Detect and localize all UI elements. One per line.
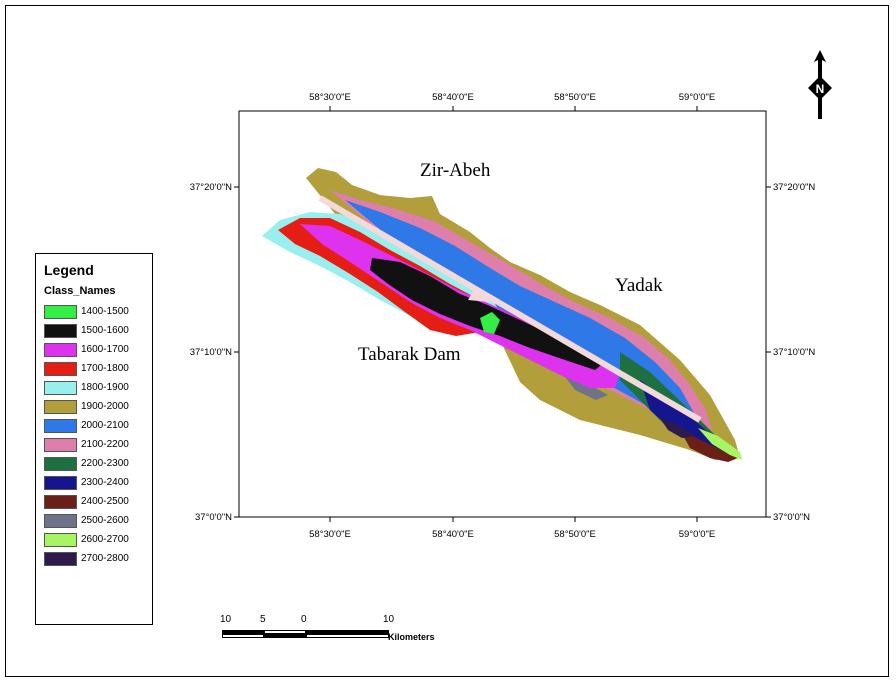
legend-item: 2600-2700	[44, 530, 152, 549]
legend-swatch	[44, 304, 77, 319]
legend-item: 2200-2300	[44, 454, 152, 473]
legend-item: 2400-2500	[44, 492, 152, 511]
legend-item: 1800-1900	[44, 378, 152, 397]
legend-swatch	[44, 380, 77, 395]
place-label-zir-abeh: Zir-Abeh	[420, 160, 491, 181]
legend-item: 1500-1600	[44, 321, 152, 340]
legend-label: 2700-2800	[81, 553, 129, 564]
legend-swatch	[44, 418, 77, 433]
lon-label-bottom: 59°0'0"E	[679, 529, 715, 540]
scale-segment	[306, 634, 389, 638]
lon-label-top: 58°30'0"E	[309, 92, 351, 103]
legend-swatch	[44, 399, 77, 414]
lat-label-left: 37°10'0"N	[190, 347, 232, 358]
zone-1500-1600	[370, 258, 605, 370]
legend-swatch	[44, 532, 77, 547]
legend-item: 2300-2400	[44, 473, 152, 492]
zone-2400-2500	[680, 430, 738, 462]
legend-label: 1600-1700	[81, 344, 129, 355]
legend-swatch	[44, 437, 77, 452]
legend-swatch	[44, 513, 77, 528]
zone-2600-2700	[698, 428, 742, 460]
legend-swatch	[44, 361, 77, 376]
legend-title: Legend	[44, 262, 94, 278]
lon-label-top: 58°50'0"E	[554, 92, 596, 103]
legend-label: 2300-2400	[81, 477, 129, 488]
legend-subtitle: Class_Names	[44, 285, 116, 297]
legend-item: 1400-1500	[44, 302, 152, 321]
legend-box: Legend Class_Names 1400-1500 1500-1600 160…	[35, 253, 153, 625]
legend-label: 2000-2100	[81, 420, 129, 431]
legend-swatch	[44, 551, 77, 566]
flow-arrow-head	[468, 288, 490, 302]
lat-label-left: 37°0'0"N	[195, 512, 232, 523]
legend-item: 2100-2200	[44, 435, 152, 454]
legend-item: 1600-1700	[44, 340, 152, 359]
legend-label: 2600-2700	[81, 534, 129, 545]
scale-bar: 10 5 0 10 Kilometers	[220, 614, 460, 646]
scale-label: 10	[220, 614, 232, 625]
legend-item: 2000-2100	[44, 416, 152, 435]
legend-label: 1400-1500	[81, 306, 129, 317]
place-label-tabarak-dam: Tabarak Dam	[358, 344, 461, 365]
north-arrow-icon: N	[808, 50, 832, 119]
legend-item: 1900-2000	[44, 397, 152, 416]
scale-unit: Kilometers	[388, 632, 435, 642]
flow-arrow-line	[318, 195, 702, 423]
lon-label-top: 58°40'0"E	[432, 92, 474, 103]
lat-label-left: 37°20'0"N	[190, 182, 232, 193]
place-label-yadak: Yadak	[615, 275, 663, 296]
legend-label: 2200-2300	[81, 458, 129, 469]
legend-swatch	[44, 323, 77, 338]
graticule-ticks	[234, 106, 771, 522]
lat-label-right: 37°0'0"N	[773, 512, 810, 523]
legend-label: 2500-2600	[81, 515, 129, 526]
scale-label: 10	[383, 614, 395, 625]
scale-segment	[222, 634, 264, 638]
lat-label-right: 37°20'0"N	[773, 182, 815, 193]
legend-label: 1500-1600	[81, 325, 129, 336]
legend-label: 1900-2000	[81, 401, 129, 412]
legend-label: 2100-2200	[81, 439, 129, 450]
scale-segment	[222, 630, 264, 634]
north-letter: N	[816, 82, 825, 96]
lon-label-bottom: 58°30'0"E	[309, 529, 351, 540]
zone-1400-1500	[480, 312, 500, 334]
flow-arrow	[318, 195, 702, 423]
legend-label: 1800-1900	[81, 382, 129, 393]
legend-item: 2500-2600	[44, 511, 152, 530]
zone-2700-2800	[660, 418, 695, 438]
legend-swatch	[44, 342, 77, 357]
lon-label-bottom: 58°50'0"E	[554, 529, 596, 540]
scale-segment	[264, 630, 306, 634]
legend-swatch	[44, 456, 77, 471]
scale-label: 0	[301, 614, 307, 625]
legend-swatch	[44, 475, 77, 490]
legend-label: 1700-1800	[81, 363, 129, 374]
scale-label: 5	[260, 614, 266, 625]
lat-label-right: 37°10'0"N	[773, 347, 815, 358]
scale-segment	[306, 630, 389, 634]
scale-segment	[264, 634, 306, 638]
legend-swatch	[44, 494, 77, 509]
legend-label: 2400-2500	[81, 496, 129, 507]
lon-label-bottom: 58°40'0"E	[432, 529, 474, 540]
legend-items: 1400-1500 1500-1600 1600-1700 1700-1800 1800…	[44, 302, 152, 568]
legend-item: 1700-1800	[44, 359, 152, 378]
lon-label-top: 59°0'0"E	[679, 92, 715, 103]
legend-item: 2700-2800	[44, 549, 152, 568]
